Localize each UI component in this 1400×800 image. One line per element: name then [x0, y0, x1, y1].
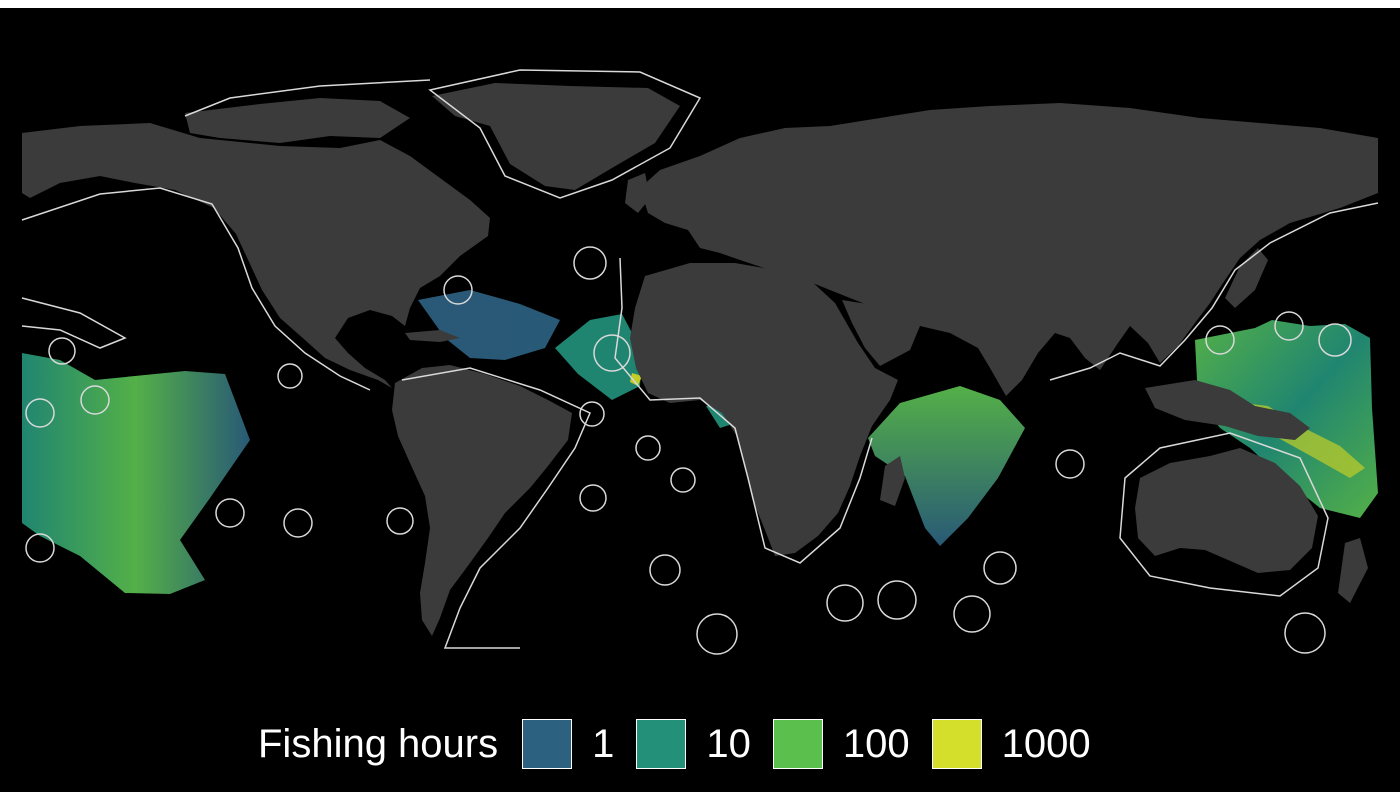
canadian-arctic	[185, 98, 410, 143]
greenland	[432, 83, 680, 190]
southeast-asia-islands	[1145, 380, 1310, 440]
eez-island-circle	[670, 467, 696, 493]
eez-arctic-outline	[184, 79, 431, 117]
legend-label: 1	[592, 721, 615, 766]
effort-central-pacific	[22, 353, 250, 594]
eez-island-circle	[443, 275, 473, 305]
eez-island-circle	[579, 401, 605, 427]
eez-island-circle	[696, 613, 738, 655]
effort-indian-ocean	[868, 386, 1025, 546]
new-zealand	[1338, 538, 1368, 603]
eez-island-circle	[635, 435, 661, 461]
eez-island-circle	[983, 551, 1017, 585]
arabian-peninsula	[842, 300, 920, 366]
eurasia	[640, 103, 1378, 396]
eez-island-circle	[579, 484, 607, 512]
british-isles	[625, 173, 650, 213]
eez-island-circle	[80, 385, 110, 415]
eez-north-america-outline	[21, 187, 371, 391]
eez-island-circle	[386, 507, 414, 535]
eez-greenland-outline	[428, 69, 702, 199]
world-map	[21, 69, 1379, 655]
eez-island-circle	[1318, 323, 1352, 357]
eez-island-circle	[826, 584, 864, 622]
effort-west-africa	[555, 314, 642, 400]
eez-island-circle	[1284, 612, 1326, 654]
australia	[1135, 448, 1318, 573]
eez-island-circle	[215, 498, 245, 528]
eez-island-circle	[877, 580, 917, 620]
legend-item: 100	[772, 719, 910, 769]
legend-swatch	[522, 719, 573, 769]
eez-africa-outline	[614, 257, 873, 564]
eez-asia-outline	[1049, 202, 1379, 381]
effort-hotspot-africa	[630, 373, 642, 386]
eez-island-circle	[593, 334, 631, 372]
eez-island-circle	[1274, 311, 1304, 341]
legend-title: Fishing hours	[258, 721, 499, 766]
legend: Fishing hours 1 10 100 1000	[258, 714, 1113, 774]
eez-south-america-outline	[401, 367, 591, 649]
eez-pacific-outline	[21, 297, 127, 349]
eez-island-circle	[25, 533, 55, 563]
legend-item: 1000	[931, 719, 1091, 769]
legend-swatch	[931, 719, 982, 769]
legend-swatch	[772, 719, 823, 769]
south-america	[392, 365, 572, 636]
caribbean-islands	[405, 330, 460, 342]
legend-swatch	[636, 719, 687, 769]
eez-island-circle	[277, 363, 303, 389]
eez-island-circle	[953, 595, 991, 633]
eez-island-circle	[649, 554, 681, 586]
legend-item: 1	[522, 719, 614, 769]
eez-island-circle	[25, 398, 55, 428]
africa	[630, 263, 898, 556]
japan	[1225, 248, 1268, 308]
legend-label: 100	[842, 721, 910, 766]
land-layer	[22, 83, 1378, 636]
eez-australia-outline	[1119, 432, 1329, 597]
madagascar	[880, 456, 905, 506]
north-america	[22, 123, 490, 388]
eez-island-circle	[1055, 449, 1085, 479]
eez-island-circle	[48, 337, 76, 365]
legend-label: 10	[706, 721, 751, 766]
effort-caribbean-atlantic	[418, 290, 560, 360]
legend-item: 10	[636, 719, 751, 769]
eez-island-circle	[283, 508, 313, 538]
eez-island-circle	[573, 246, 607, 280]
map-panel: Fishing hours 1 10 100 1000	[0, 8, 1400, 792]
eez-boundary-layer	[21, 69, 1379, 655]
legend-label: 1000	[1001, 721, 1091, 766]
eez-island-circle	[1205, 325, 1235, 355]
